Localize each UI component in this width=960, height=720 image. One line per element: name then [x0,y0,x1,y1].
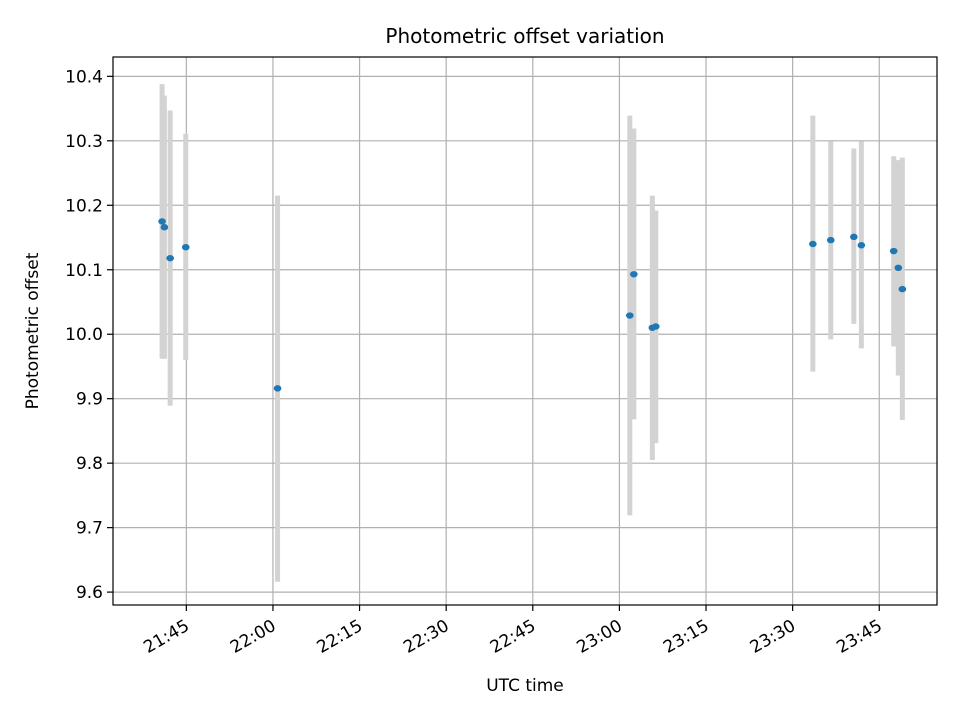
x-axis-title: UTC time [486,676,564,696]
y-tick-label: 9.8 [76,454,103,474]
data-point [181,243,190,251]
y-tick-label: 10.4 [65,67,103,87]
data-point [850,233,858,241]
data-point [158,218,166,225]
x-tick-label: 22:15 [314,616,366,658]
data-point [898,285,907,293]
y-tick-label: 9.7 [76,519,103,539]
x-axis-ticks: 21:45 22:00 22:15 22:30 22:45 23:00 23:15 23:30… [140,605,886,658]
x-tick-label: 22:30 [400,616,452,658]
data-point [809,240,817,248]
y-axis-title: Photometric offset [23,252,43,409]
data-point [630,271,638,278]
x-tick-label: 22:00 [227,616,279,658]
y-tick-label: 10.2 [65,196,103,216]
x-tick-label: 23:15 [660,616,712,658]
plot-background [113,57,937,605]
data-point [889,247,898,255]
x-tick-label: 23:30 [747,616,799,658]
data-point [651,323,660,330]
x-tick-label: 23:45 [833,616,885,658]
data-point [273,385,282,392]
x-tick-label: 23:00 [573,616,625,658]
data-points [158,218,907,392]
y-axis-ticks: 9.6 9.7 9.8 9.9 10.0 10.1 10.2 10.3 10.4 [65,67,113,603]
y-tick-label: 9.9 [76,390,103,410]
x-tick-label: 21:45 [140,616,192,658]
data-point [160,224,169,231]
data-point [166,254,174,262]
data-point [626,312,634,319]
y-tick-label: 10.0 [65,325,103,345]
plot-frame [112,56,938,606]
chart-title: Photometric offset variation [385,24,664,48]
y-tick-label: 9.6 [76,583,103,603]
data-point [857,242,866,249]
data-point [826,236,835,244]
y-tick-label: 10.3 [65,132,103,152]
y-tick-label: 10.1 [65,261,103,281]
data-point [894,264,903,272]
x-tick-label: 22:45 [487,616,539,658]
